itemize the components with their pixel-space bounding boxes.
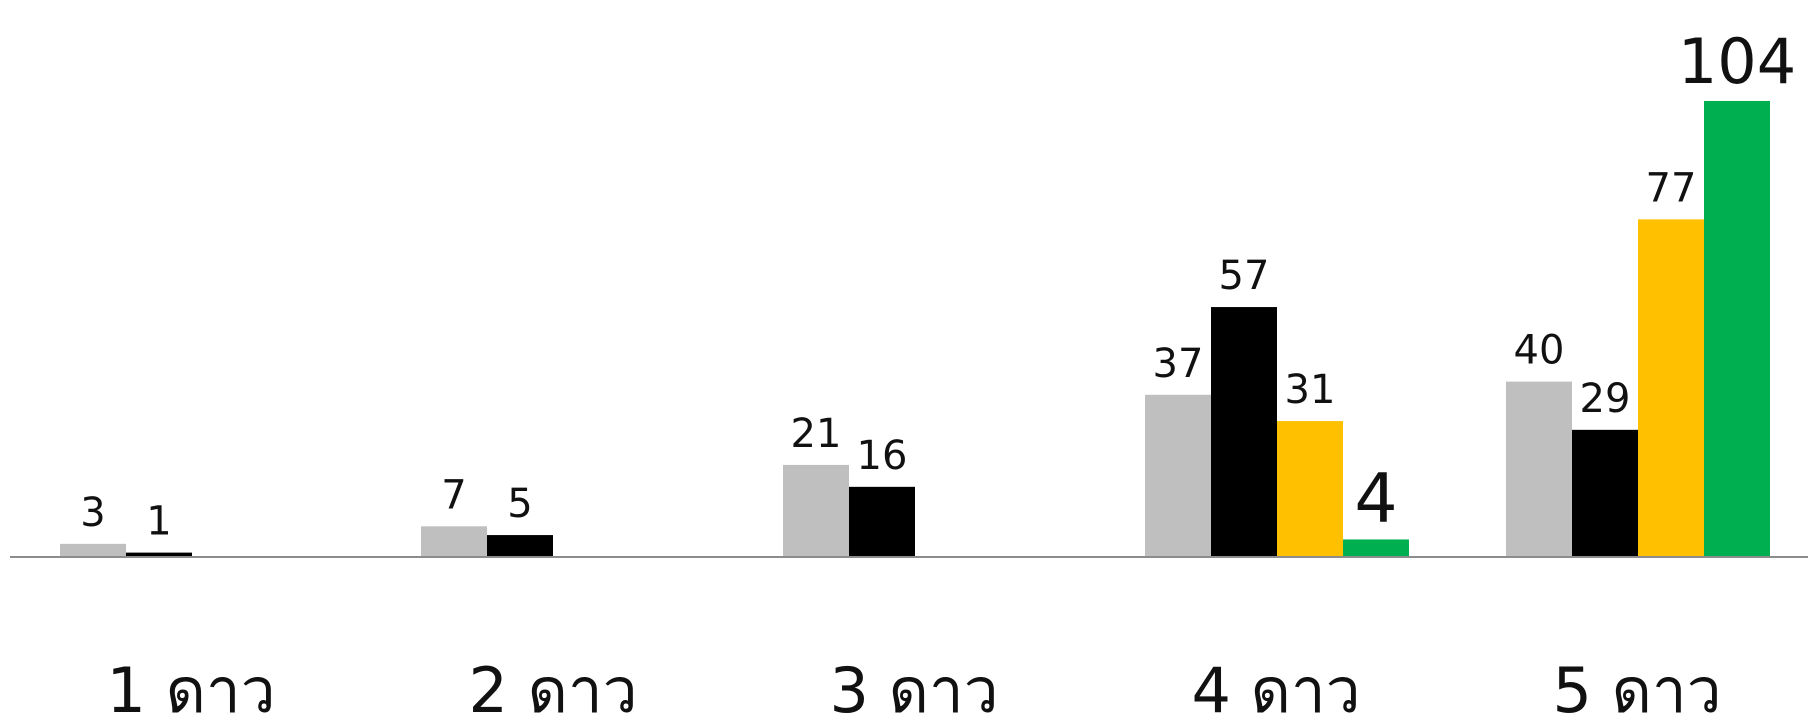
- category-label-4: 4 ดาว: [1191, 654, 1360, 718]
- data-label-s3-4: 31: [1285, 367, 1336, 413]
- category-labels-group: 1 ดาว 2 ดาว 3 ดาว 4 ดาว 5 ดาว: [106, 654, 1721, 718]
- bar-s1-4: [1145, 395, 1211, 557]
- bar-s1-1: [60, 544, 126, 557]
- category-label-5: 5 ดาว: [1552, 654, 1721, 718]
- bar-s1-5: [1506, 382, 1572, 557]
- data-label-s2-5: 29: [1580, 376, 1631, 422]
- bar-s2-2: [487, 535, 553, 557]
- data-label-s4-4: 4: [1354, 459, 1397, 538]
- category-label-1: 1 ดาว: [106, 654, 275, 718]
- bar-s2-5: [1572, 430, 1638, 557]
- bar-s1-2: [421, 526, 487, 557]
- category-label-2: 2 ดาว: [468, 654, 637, 718]
- bar-s2-3: [849, 487, 915, 557]
- bar-s3-5: [1638, 219, 1704, 557]
- bar-s2-4: [1211, 307, 1277, 557]
- category-label-3: 3 ดาว: [829, 654, 998, 718]
- data-label-s3-5: 77: [1646, 165, 1697, 211]
- bar-s4-5: [1704, 101, 1770, 557]
- data-label-s4-5: 104: [1678, 25, 1796, 98]
- data-label-s1-3: 21: [791, 411, 842, 457]
- bar-s4-4: [1343, 539, 1409, 557]
- data-label-s2-3: 16: [857, 433, 908, 479]
- data-label-s1-4: 37: [1153, 341, 1204, 387]
- bar-s3-4: [1277, 421, 1343, 557]
- bar-s1-3: [783, 465, 849, 557]
- data-label-s2-4: 57: [1219, 253, 1270, 299]
- data-label-s1-5: 40: [1514, 328, 1565, 374]
- data-label-s1-2: 7: [441, 472, 466, 518]
- data-label-s2-2: 5: [507, 481, 532, 527]
- data-label-s1-1: 3: [80, 490, 105, 536]
- data-label-s2-1: 1: [146, 499, 171, 545]
